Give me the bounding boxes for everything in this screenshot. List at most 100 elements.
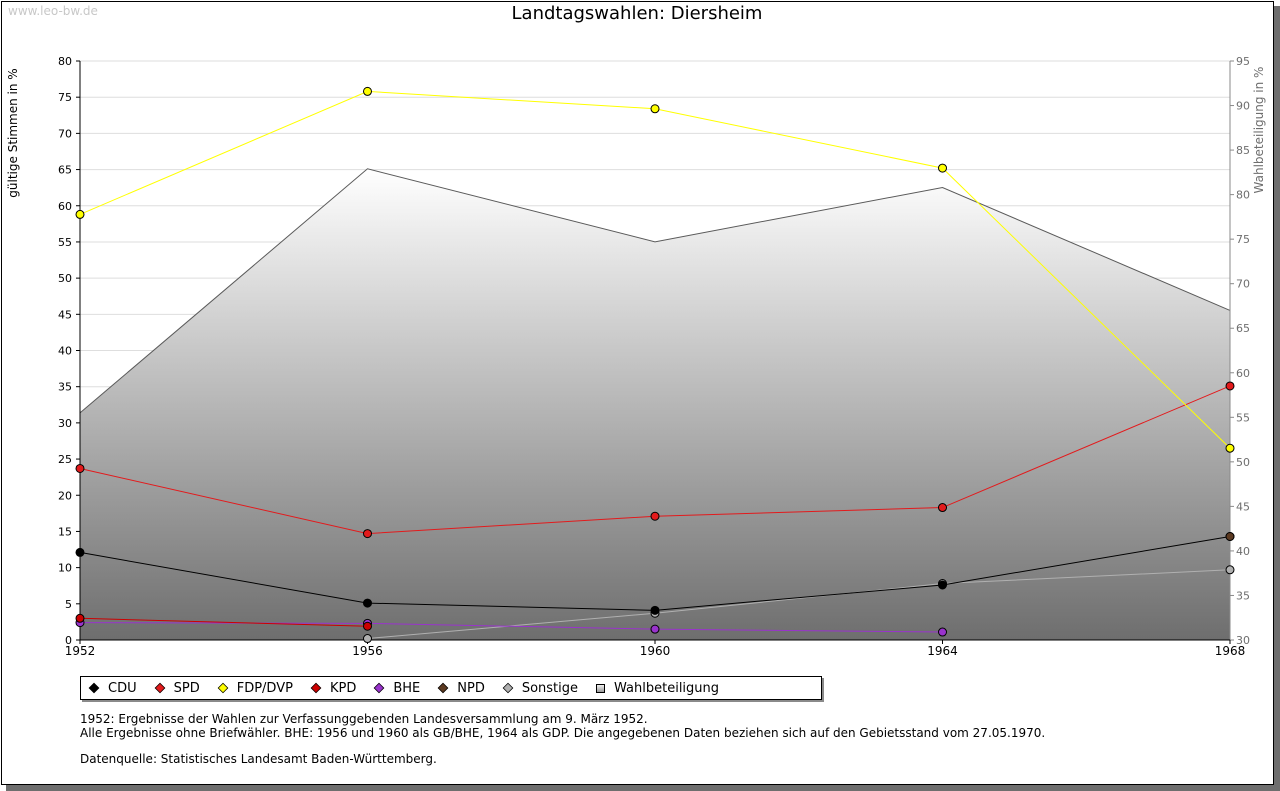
y2-tick-label: 70 (1236, 278, 1250, 291)
chart-svg: 0 5 10 15 20 25 30 35 40 45 50 55 60 65 70 75 80 30 35 40 45… (6, 55, 1266, 658)
data-point-kpd (363, 621, 372, 631)
y-tick-label: 0 (65, 634, 72, 647)
legend-area-icon (596, 683, 606, 693)
data-point-cdu (938, 580, 947, 590)
y-tick-label: 55 (58, 236, 72, 249)
legend-label: Wahlbeteiligung (614, 680, 720, 696)
legend-item: Wahlbeteiligung (596, 681, 719, 696)
y2-tick-label: 55 (1236, 411, 1250, 424)
data-point-spd (75, 463, 85, 473)
legend-label: KPD (329, 680, 357, 696)
x-tick-label: 1956 (352, 644, 383, 658)
notes: 1952: Ergebnisse der Wahlen zur Verfassu… (80, 712, 1045, 740)
data-source: Datenquelle: Statistisches Landesamt Bad… (80, 752, 437, 766)
y-tick-label: 25 (58, 453, 72, 466)
y-tick-label: 40 (58, 345, 72, 358)
data-point-sonstige (363, 634, 372, 644)
data-point-fdpdvp (938, 163, 947, 173)
note-line: Alle Ergebnisse ohne Briefwähler. BHE: 1… (80, 726, 1046, 740)
series-line-kpd (79, 617, 368, 627)
y-tick-label: 5 (65, 598, 72, 611)
legend-marker-icon (217, 682, 229, 694)
y2-tick-label: 60 (1236, 367, 1250, 380)
data-point-cdu (363, 598, 372, 608)
data-point-kpd (75, 613, 85, 623)
data-point-npd (1225, 532, 1235, 542)
turnout-line (79, 168, 1231, 414)
data-point-fdpdvp (363, 86, 372, 96)
chart-title: Landtagswahlen: Diersheim (511, 3, 763, 24)
x-tick-label: 1952 (65, 644, 96, 658)
y-tick-label: 80 (58, 55, 72, 68)
legend-marker-icon (154, 682, 165, 694)
y2-tick-label: 85 (1236, 144, 1250, 157)
legend-item: NPD (437, 680, 485, 696)
legend-label: Sonstige (521, 680, 579, 696)
data-point-bhe (938, 627, 947, 637)
legend-label: FDP/DVP (236, 680, 293, 696)
legend-item: CDU (88, 680, 137, 696)
legend-marker-icon (502, 682, 514, 694)
data-point-fdpdvp (75, 209, 85, 219)
legend-marker-icon (437, 682, 449, 694)
note-line: 1952: Ergebnisse der Wahlen zur Verfassu… (80, 712, 648, 726)
y-tick-label: 65 (58, 164, 72, 177)
legend-label: SPD (173, 680, 200, 696)
y2-tick-label: 95 (1236, 55, 1250, 68)
y-tick-label: 10 (58, 562, 72, 575)
data-point-sonstige (1225, 565, 1235, 575)
legend: CDU SPD FDP/DVP KPD BHE NPD Sonstige Wahlbeteil… (80, 676, 822, 700)
y-tick-label: 70 (58, 127, 72, 140)
turnout-area (79, 168, 1231, 640)
y2-tick-label: 80 (1236, 189, 1250, 202)
y-tick-label: 60 (58, 200, 72, 213)
legend-item: FDP/DVP (217, 680, 293, 696)
data-point-fdpdvp (1225, 443, 1235, 453)
y-tick-label: 30 (58, 417, 72, 430)
legend-marker-icon (310, 682, 322, 694)
series-line-bhe (79, 622, 943, 633)
y2-tick-label: 50 (1236, 456, 1250, 469)
y-tick-label: 45 (58, 308, 72, 321)
y-tick-label: 20 (58, 489, 72, 502)
y2-tick-label: 75 (1236, 233, 1250, 246)
data-point-cdu (75, 547, 85, 557)
y-tick-label: 50 (58, 272, 72, 285)
legend-marker-icon (374, 682, 385, 694)
legend-item: KPD (310, 680, 357, 696)
y2-tick-label: 65 (1236, 322, 1250, 335)
data-point-spd (1225, 381, 1235, 391)
axes: 0 5 10 15 20 25 30 35 40 45 50 55 60 65 70 75 80 30 35 40 45… (58, 55, 1250, 658)
legend-label: NPD (457, 680, 485, 696)
y-axis-label: gültige Stimmen in % (6, 68, 20, 197)
legend-label: CDU (108, 680, 137, 696)
y2-tick-label: 45 (1236, 500, 1250, 513)
y2-axis-label: Wahlbeteiligung in % (1252, 67, 1266, 194)
x-tick-label: 1960 (640, 644, 671, 658)
y-tick-label: 35 (58, 381, 72, 394)
y-tick-label: 15 (58, 525, 72, 538)
legend-item: Sonstige (502, 680, 579, 696)
frame-shadow-bottom (6, 785, 1280, 791)
y2-tick-label: 35 (1236, 589, 1250, 602)
x-tick-label: 1968 (1215, 644, 1246, 658)
legend-item: BHE (374, 681, 420, 696)
data-point-spd (363, 529, 372, 539)
data-point-cdu (650, 605, 660, 615)
y2-tick-label: 40 (1236, 545, 1250, 558)
turnout-area-fill (80, 168, 1230, 640)
y2-tick-label: 30 (1236, 634, 1250, 647)
data-point-spd (650, 511, 660, 521)
legend-marker-icon (88, 682, 100, 694)
legend-item: SPD (154, 680, 200, 696)
series-lines (75, 86, 1235, 644)
watermark: www.leo-bw.de (8, 4, 98, 18)
x-tick-label: 1964 (927, 644, 958, 658)
data-point-spd (938, 503, 947, 513)
legend-label: BHE (393, 680, 421, 696)
data-point-bhe (650, 624, 660, 634)
data-point-fdpdvp (650, 104, 660, 114)
y-tick-label: 75 (58, 91, 72, 104)
y2-tick-label: 90 (1236, 100, 1250, 113)
frame-shadow-right (1274, 6, 1280, 791)
